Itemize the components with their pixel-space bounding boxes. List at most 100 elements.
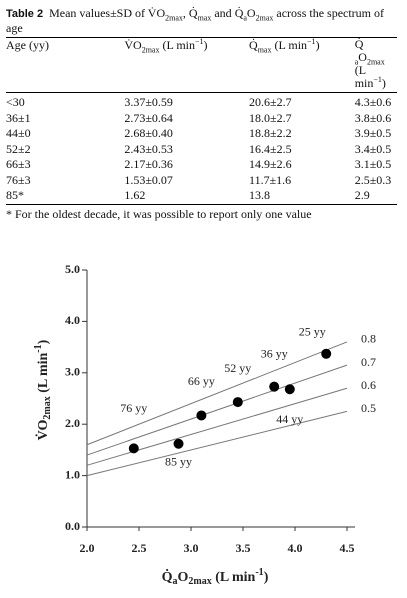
header-text: 2max xyxy=(141,45,160,55)
caption-text: , xyxy=(182,6,189,20)
table-cell: 3.1±0.5 xyxy=(354,157,392,171)
table-cell: 76±3 xyxy=(6,172,31,187)
table-cell: 14.9±2.6 xyxy=(249,157,292,171)
data-point xyxy=(196,410,207,421)
y-tick-label: 3.0 xyxy=(65,365,80,379)
table-body: <30 3.37±0.59 20.6±2.7 4.3±0.6 36±1 2.73±0.64… xyxy=(6,93,397,205)
header-text: −1 xyxy=(307,37,316,46)
header-text: (L min xyxy=(271,38,308,52)
table: Age (yy) V̇O2max (L min−1) Q̇max (L min−… xyxy=(6,38,397,205)
document: Table 2 Mean values±SD of V̇O2max, Q̇max… xyxy=(0,0,400,222)
x-axis-title-part: 2max xyxy=(188,576,211,587)
table-row: 76±3 1.53±0.07 11.7±1.6 2.5±0.3 xyxy=(6,173,397,189)
y-axis-title-part: (L min xyxy=(36,352,51,396)
table-cell: 2.43±0.53 xyxy=(124,141,173,156)
data-point xyxy=(269,381,280,392)
header-text: min xyxy=(354,76,374,90)
caption-text: max xyxy=(197,13,212,23)
x-axis-title-part: a xyxy=(173,576,178,587)
header-text: max xyxy=(257,45,272,55)
table-row: 44±0 2.68±0.40 18.8±2.2 3.9±0.5 xyxy=(6,126,397,142)
table-cell: 44±0 xyxy=(6,126,31,140)
x-axis-title-part: ) xyxy=(264,570,269,585)
header-text: Q̇ xyxy=(249,38,258,52)
header-cell: Age (yy) xyxy=(6,38,125,93)
header-text: 2max xyxy=(366,57,385,67)
y-axis-title: V̇O2max (L min-1) xyxy=(33,339,53,440)
table-cell: 1.62 xyxy=(124,188,250,205)
y-tick-label: 0.0 xyxy=(65,519,80,533)
table-cell: 2.73±0.64 xyxy=(124,110,173,125)
y-axis-title-part: V̇O xyxy=(34,420,51,441)
point-label: 85 yy xyxy=(165,454,192,468)
iso-line xyxy=(86,410,348,477)
table-cell: 2.68±0.40 xyxy=(124,126,173,140)
data-point xyxy=(173,438,184,449)
table-cell: 11.7±1.6 xyxy=(249,172,292,187)
footnote: * For the oldest decade, it was possible… xyxy=(6,206,312,221)
point-label: 36 yy xyxy=(261,346,288,360)
table-row: 85* 1.62 13.8 2.9 xyxy=(6,188,397,205)
iso-line xyxy=(86,387,348,466)
data-point xyxy=(321,348,332,359)
header-text: ) xyxy=(315,38,320,52)
x-axis-title-part: Q̇ xyxy=(162,568,173,585)
table-cell: 13.8 xyxy=(249,188,355,205)
table-row: 52±2 2.43±0.53 16.4±2.5 3.4±0.5 xyxy=(6,142,397,158)
caption-text: a xyxy=(243,13,247,23)
y-axis-title-part: 2max xyxy=(42,396,53,419)
y-tick-label: 1.0 xyxy=(65,467,80,481)
header-text: −1 xyxy=(195,37,204,46)
table-cell: 52±2 xyxy=(6,141,31,156)
y-axis-title-part: -1 xyxy=(33,344,44,352)
caption-text: across the spectrum of age xyxy=(6,6,385,35)
x-tick-label: 3.5 xyxy=(236,541,251,555)
table-cell: 2.17±0.36 xyxy=(124,157,173,171)
iso-line-label: 0.6 xyxy=(361,378,376,392)
x-tick-label: 2.0 xyxy=(80,541,95,555)
point-label: 66 yy xyxy=(188,374,215,388)
table-cell: 66±3 xyxy=(6,157,31,171)
table-cell: 3.37±0.59 xyxy=(124,95,173,109)
header-cell: Q̇max (L min−1) xyxy=(249,38,355,93)
header-cell: Q̇ aO2max (L min−1) xyxy=(354,38,397,93)
caption-text: Mean values±SD of xyxy=(49,6,148,20)
x-axis-title: Q̇aO2max (L min-1) xyxy=(162,567,269,587)
y-axis-title-part: ) xyxy=(36,339,51,344)
header-text: ) xyxy=(203,38,208,52)
y-tick-label: 4.0 xyxy=(65,313,80,327)
table-row: <30 3.37±0.59 20.6±2.7 4.3±0.6 xyxy=(6,93,397,111)
x-axis-title-part: (L min xyxy=(212,570,256,585)
header-text: ) xyxy=(381,76,386,90)
caption-text: Q̇ xyxy=(188,6,198,20)
header-text: Age (yy) xyxy=(6,38,49,52)
iso-line-label: 0.7 xyxy=(361,355,376,369)
header-text: O xyxy=(358,50,367,64)
table-cell: 36±1 xyxy=(6,110,31,125)
iso-line-label: 0.8 xyxy=(361,332,376,346)
data-point xyxy=(232,397,243,408)
table-cell: 3.9±0.5 xyxy=(354,126,392,140)
table-cell: 2.5±0.3 xyxy=(354,172,392,187)
table-cell: 16.4±2.5 xyxy=(249,141,292,156)
iso-line xyxy=(86,364,348,456)
y-tick-label: 2.0 xyxy=(65,416,80,430)
table-cell: 20.6±2.7 xyxy=(249,95,292,109)
iso-line xyxy=(86,341,348,446)
table-cell: 1.53±0.07 xyxy=(124,172,173,187)
caption-text: 2max xyxy=(165,13,183,23)
table-cell: 4.3±0.6 xyxy=(354,95,392,109)
point-label: 44 yy xyxy=(276,412,303,426)
table-cell: 18.0±2.7 xyxy=(249,110,292,125)
iso-line-label: 0.5 xyxy=(361,401,376,415)
data-point xyxy=(284,384,295,395)
table-row: 66±3 2.17±0.36 14.9±2.6 3.1±0.5 xyxy=(6,157,397,173)
caption-label: Table 2 xyxy=(6,8,44,20)
x-tick-label: 4.0 xyxy=(288,541,303,555)
x-axis-title-part: -1 xyxy=(255,567,263,578)
caption-text: and xyxy=(211,6,235,20)
x-tick-label: 3.0 xyxy=(184,541,199,555)
caption-text: 2max xyxy=(255,13,274,23)
table-cell: 18.8±2.2 xyxy=(249,126,292,140)
x-tick-label: 2.5 xyxy=(132,541,147,555)
